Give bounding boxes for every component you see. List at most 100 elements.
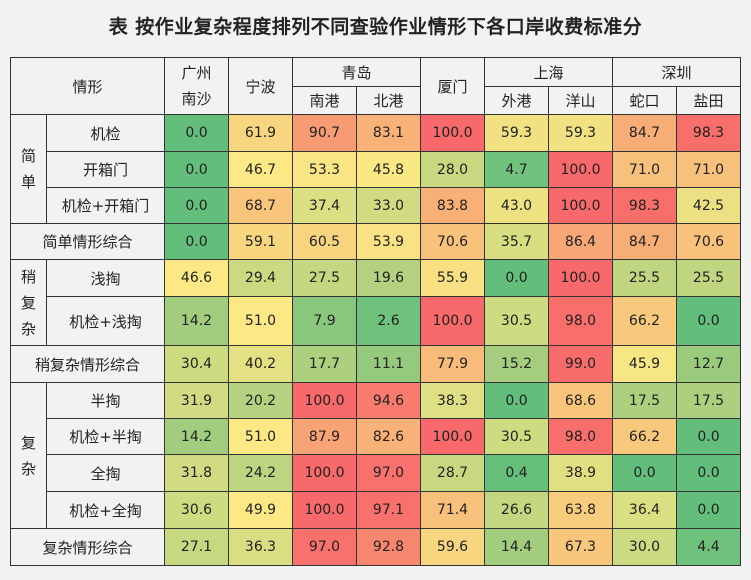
- value-cell: 45.8: [356, 151, 421, 188]
- value-cell: 28.0: [420, 151, 485, 188]
- value-cell: 45.9: [612, 345, 677, 383]
- header-situation: 情形: [10, 57, 165, 115]
- header-qingdao: 青岛: [292, 57, 421, 87]
- value-cell: 61.9: [228, 114, 293, 152]
- value-cell: 26.6: [484, 491, 549, 529]
- value-cell: 36.3: [228, 528, 293, 566]
- row-label: 机检: [46, 114, 165, 152]
- value-cell: 51.0: [228, 418, 293, 455]
- value-cell: 49.9: [228, 491, 293, 529]
- value-cell: 0.0: [164, 223, 229, 260]
- header-yantian: 盐田: [676, 86, 741, 115]
- value-cell: 100.0: [420, 114, 485, 152]
- value-cell: 11.1: [356, 345, 421, 383]
- header-nansha: 南沙: [181, 90, 212, 108]
- value-cell: 98.3: [676, 114, 741, 152]
- value-cell: 67.3: [548, 528, 613, 566]
- value-cell: 0.0: [676, 454, 741, 492]
- value-cell: 0.0: [164, 114, 229, 152]
- value-cell: 98.0: [548, 418, 613, 455]
- header-shanghai: 上海: [484, 57, 613, 87]
- value-cell: 4.4: [676, 528, 741, 566]
- value-cell: 100.0: [548, 187, 613, 224]
- value-cell: 71.4: [420, 491, 485, 529]
- value-cell: 66.2: [612, 418, 677, 455]
- value-cell: 29.4: [228, 259, 293, 297]
- value-cell: 46.7: [228, 151, 293, 188]
- value-cell: 59.3: [484, 114, 549, 152]
- value-cell: 98.3: [612, 187, 677, 224]
- table-row: 全掏 31.8 24.2 100.0 97.0 28.7 0.4 38.9 0.0 0.0: [11, 454, 741, 492]
- value-cell: 0.0: [484, 259, 549, 297]
- row-label: 半掏: [46, 382, 165, 419]
- value-cell: 14.2: [164, 418, 229, 455]
- header-shenzhen: 深圳: [612, 57, 741, 87]
- header-shekou: 蛇口: [612, 86, 677, 115]
- table-title: 表 按作业复杂程度排列不同查验作业情形下各口岸收费标准分: [108, 16, 643, 38]
- value-cell: 100.0: [292, 382, 357, 419]
- group-label-simple: 简 单: [10, 114, 47, 224]
- row-label: 机检+半掏: [46, 418, 165, 455]
- value-cell: 30.5: [484, 296, 549, 346]
- value-cell: 100.0: [420, 418, 485, 455]
- value-cell: 17.5: [676, 382, 741, 419]
- group-label-semi-complex: 稍 复 杂: [10, 259, 47, 346]
- value-cell: 15.2: [484, 345, 549, 383]
- value-cell: 42.5: [676, 187, 741, 224]
- value-cell: 0.0: [676, 418, 741, 455]
- value-cell: 4.7: [484, 151, 549, 188]
- value-cell: 17.5: [612, 382, 677, 419]
- value-cell: 51.0: [228, 296, 293, 346]
- row-label: 全掏: [46, 454, 165, 492]
- value-cell: 0.0: [164, 187, 229, 224]
- value-cell: 70.6: [420, 223, 485, 260]
- value-cell: 100.0: [548, 151, 613, 188]
- value-cell: 30.0: [612, 528, 677, 566]
- header-guangzhou-nansha: 广州 南沙: [164, 57, 229, 115]
- header-ningbo: 宁波: [228, 57, 293, 115]
- value-cell: 97.0: [356, 454, 421, 492]
- row-label: 机检+开箱门: [46, 187, 165, 224]
- table-row: 机检+全掏 30.6 49.9 100.0 97.1 71.4 26.6 63.8 36.4 0…: [11, 491, 741, 529]
- value-cell: 68.7: [228, 187, 293, 224]
- value-cell: 25.5: [676, 259, 741, 297]
- value-cell: 68.6: [548, 382, 613, 419]
- value-cell: 27.1: [164, 528, 229, 566]
- value-cell: 100.0: [292, 491, 357, 529]
- value-cell: 30.6: [164, 491, 229, 529]
- value-cell: 0.0: [676, 491, 741, 529]
- row-label: 稍复杂情形综合: [10, 345, 165, 383]
- value-cell: 86.4: [548, 223, 613, 260]
- value-cell: 100.0: [292, 454, 357, 492]
- value-cell: 92.8: [356, 528, 421, 566]
- value-cell: 84.7: [612, 114, 677, 152]
- group-label-complex: 复 杂: [10, 382, 47, 529]
- value-cell: 0.0: [676, 296, 741, 346]
- value-cell: 84.7: [612, 223, 677, 260]
- value-cell: 38.9: [548, 454, 613, 492]
- value-cell: 40.2: [228, 345, 293, 383]
- value-cell: 35.7: [484, 223, 549, 260]
- value-cell: 20.2: [228, 382, 293, 419]
- value-cell: 36.4: [612, 491, 677, 529]
- value-cell: 19.6: [356, 259, 421, 297]
- value-cell: 77.9: [420, 345, 485, 383]
- value-cell: 14.2: [164, 296, 229, 346]
- value-cell: 0.0: [484, 382, 549, 419]
- value-cell: 66.2: [612, 296, 677, 346]
- value-cell: 0.4: [484, 454, 549, 492]
- value-cell: 12.7: [676, 345, 741, 383]
- value-cell: 55.9: [420, 259, 485, 297]
- value-cell: 63.8: [548, 491, 613, 529]
- value-cell: 38.3: [420, 382, 485, 419]
- value-cell: 53.9: [356, 223, 421, 260]
- row-label: 浅掏: [46, 259, 165, 297]
- value-cell: 24.2: [228, 454, 293, 492]
- table-row: 稍复杂情形综合 30.4 40.2 17.7 11.1 77.9 15.2 99.0 45.9…: [10, 345, 741, 383]
- row-label: 简单情形综合: [10, 223, 165, 260]
- value-cell: 30.4: [164, 345, 229, 383]
- value-cell: 25.5: [612, 259, 677, 297]
- value-cell: 2.6: [356, 296, 421, 346]
- table-row: 机检+浅掏 14.2 51.0 7.9 2.6 100.0 30.5 98.0 66.2 0.0: [11, 296, 741, 346]
- table-row: 简 单 机检 0.0 61.9 90.7 83.1 100.0 59.3 59.3 84.7 9…: [10, 114, 741, 224]
